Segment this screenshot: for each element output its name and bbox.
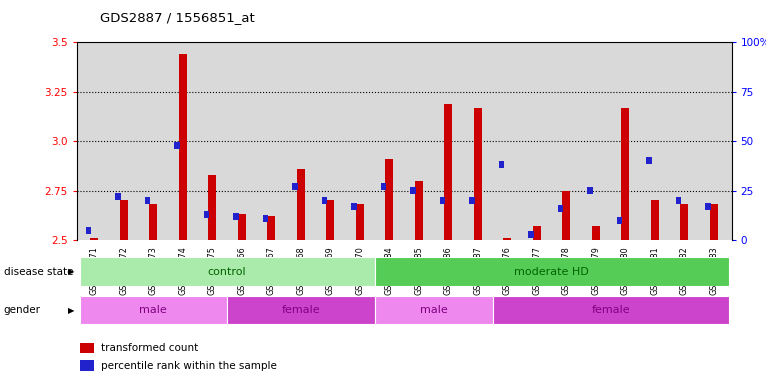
Bar [680, 204, 689, 240]
Bar [116, 193, 121, 200]
Bar [529, 231, 534, 238]
Text: control: control [208, 266, 247, 277]
Bar [326, 200, 335, 240]
Text: transformed count: transformed count [101, 343, 198, 353]
Bar [293, 183, 298, 190]
Bar [178, 54, 187, 240]
Text: female: female [591, 305, 630, 315]
Bar [414, 181, 423, 240]
Bar [375, 257, 728, 286]
Text: disease state: disease state [4, 266, 74, 277]
Bar [175, 142, 180, 149]
Bar [237, 214, 246, 240]
Bar [227, 296, 375, 324]
Bar [411, 187, 416, 194]
Text: percentile rank within the sample: percentile rank within the sample [101, 361, 277, 371]
Bar [473, 108, 482, 240]
Bar [80, 360, 94, 371]
Text: male: male [420, 305, 447, 315]
Bar [562, 190, 571, 240]
Text: gender: gender [4, 305, 41, 315]
Bar [591, 226, 600, 240]
Bar [381, 183, 386, 190]
Bar [709, 204, 718, 240]
Bar [385, 159, 394, 240]
Text: moderate HD: moderate HD [514, 266, 589, 277]
Bar [650, 200, 659, 240]
Bar [352, 203, 357, 210]
Bar [86, 227, 91, 233]
Bar [676, 197, 681, 204]
Bar [208, 175, 217, 240]
Bar [503, 238, 512, 240]
Bar [499, 161, 504, 168]
Bar [470, 197, 475, 204]
Bar [80, 343, 94, 353]
Bar [204, 211, 209, 218]
Bar [493, 296, 728, 324]
Bar [80, 257, 375, 286]
Text: female: female [281, 305, 320, 315]
Bar [532, 226, 541, 240]
Bar [145, 197, 150, 204]
Bar [558, 205, 563, 212]
Bar [149, 204, 158, 240]
Bar [705, 203, 711, 210]
Bar [647, 157, 652, 164]
Bar [267, 216, 276, 240]
Bar [322, 197, 327, 204]
Bar [90, 238, 98, 240]
Bar [355, 204, 364, 240]
Bar [588, 187, 593, 194]
Bar [296, 169, 305, 240]
Bar [375, 296, 493, 324]
Text: male: male [139, 305, 167, 315]
Text: GDS2887 / 1556851_at: GDS2887 / 1556851_at [100, 12, 254, 25]
Bar [119, 200, 128, 240]
Text: ▶: ▶ [68, 267, 74, 276]
Bar [263, 215, 268, 222]
Bar [80, 296, 227, 324]
Bar [444, 104, 453, 240]
Bar [617, 217, 622, 224]
Text: ▶: ▶ [68, 306, 74, 314]
Bar [440, 197, 445, 204]
Bar [621, 108, 630, 240]
Bar [234, 213, 239, 220]
